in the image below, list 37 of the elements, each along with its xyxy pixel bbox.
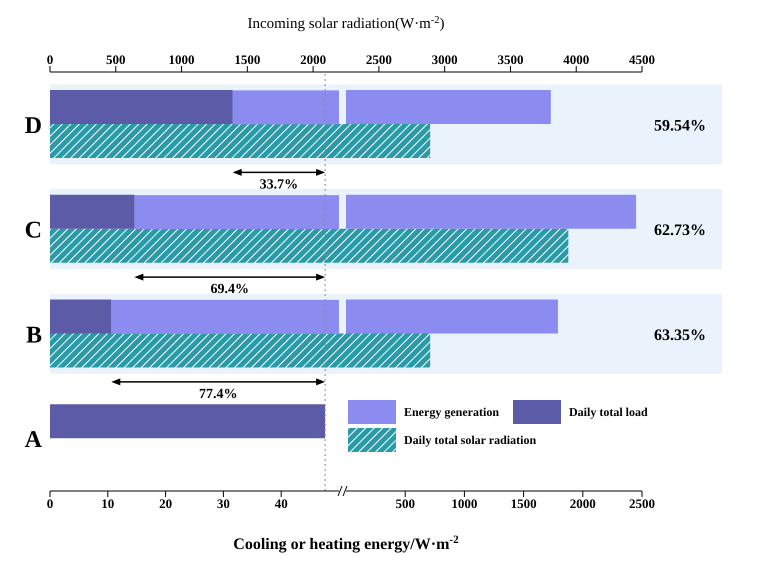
annotation: 77.4% [198, 386, 238, 402]
annotation: 69.4% [210, 282, 250, 298]
x2-tick-label: 3000 [432, 52, 458, 67]
x-tick-label: 500 [395, 496, 415, 512]
x2-tick-label: 1500 [234, 52, 260, 67]
legend-label: Energy generation [404, 404, 499, 420]
text: 59.54% [654, 117, 706, 134]
x-tick-label: 2000 [570, 496, 596, 512]
x2-tick-label: 1000 [168, 52, 195, 67]
text: 62.73% [654, 222, 706, 240]
x2-tick-label: 0 [46, 52, 54, 67]
x2-tick-label: 2000 [300, 52, 326, 67]
y-tick-label: D [24, 112, 42, 139]
x-tick-label: 40 [274, 496, 288, 512]
x-tick-label: 30 [216, 496, 230, 512]
x-tick-label: 1000 [451, 496, 478, 512]
text: 63.35% [654, 326, 706, 344]
legend-label: Daily total solar radiation [404, 432, 536, 448]
x2-axis-title: Incoming solar radiation(W·m$^{-2}$) [247, 14, 445, 32]
x-tick-label: 20 [159, 496, 172, 512]
annotation: 33.7% [260, 177, 298, 192]
x-axis-title: Cooling or heating energy/W·m$^{-2}$ [233, 534, 460, 553]
y-tick-label: A [24, 427, 43, 454]
x2-tick-label: 4500 [629, 52, 655, 67]
x2-tick-label: 500 [106, 52, 126, 67]
x-tick-label: 10 [101, 496, 114, 512]
legend-label: Daily total load [569, 404, 648, 420]
y-tick-label: C [24, 218, 42, 244]
bar [346, 300, 558, 334]
x-tick-label: 2500 [629, 496, 655, 512]
x2-tick-label: 2500 [366, 52, 392, 67]
y-tick-label: B [26, 322, 42, 348]
bar [346, 90, 551, 124]
x2-tick-label: 3500 [497, 52, 524, 67]
x-tick-label: 1500 [510, 496, 537, 512]
x-tick-label: 0 [46, 496, 54, 512]
x2-tick-label: 4000 [563, 52, 590, 67]
